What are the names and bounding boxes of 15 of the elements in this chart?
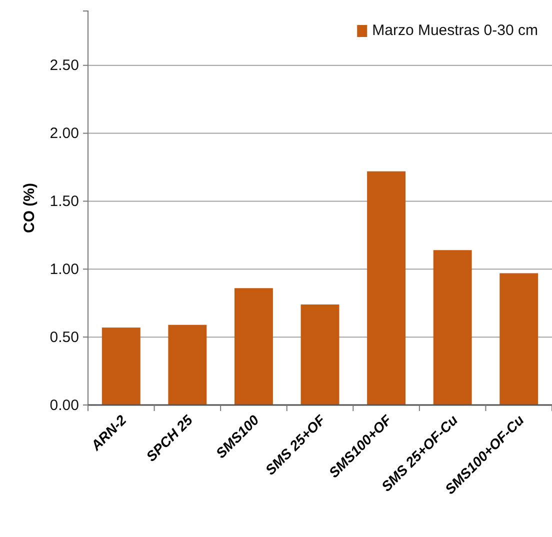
bar <box>102 328 140 405</box>
bar <box>168 324 207 405</box>
bar <box>500 273 538 405</box>
y-tick-label: 0.50 <box>50 328 79 346</box>
legend-label: Marzo Muestras 0-30 cm <box>372 22 538 39</box>
y-axis-title: CO (%) <box>21 183 38 233</box>
y-tick-label: 2.50 <box>50 57 79 74</box>
bar <box>300 304 340 405</box>
y-tick-label: 1.50 <box>50 193 79 210</box>
y-tick-label: 0.00 <box>50 396 79 414</box>
y-tick-label: 1.00 <box>50 260 79 278</box>
bar <box>367 171 406 405</box>
bar <box>234 288 273 405</box>
y-tick-label: 2.00 <box>50 125 79 142</box>
bar <box>433 250 472 405</box>
